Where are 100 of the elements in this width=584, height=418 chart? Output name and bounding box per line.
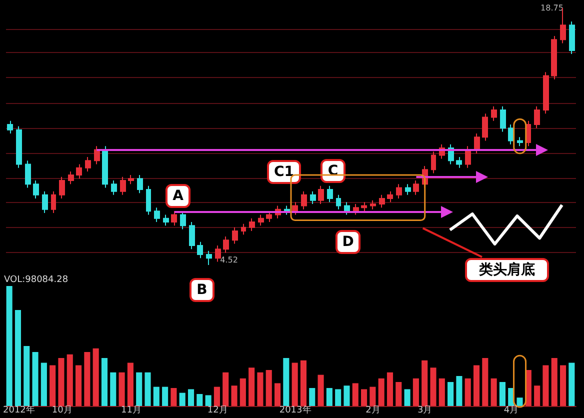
- bar: [430, 368, 436, 406]
- bar: [144, 372, 151, 406]
- candlestick: [7, 120, 13, 134]
- candlestick: [482, 113, 488, 142]
- candlestick: [16, 126, 22, 168]
- bar: [378, 378, 384, 406]
- bar: [456, 376, 462, 406]
- bar: [66, 354, 73, 406]
- candlestick: [413, 180, 419, 196]
- bar: [560, 365, 566, 406]
- annotation: 类头肩底: [478, 261, 535, 278]
- candlestick: [128, 174, 134, 185]
- bar: [396, 382, 402, 406]
- candlestick: [215, 244, 221, 262]
- candlestick: [102, 146, 108, 188]
- bar: [438, 378, 445, 406]
- bar: [283, 358, 290, 406]
- candlestick: [51, 190, 56, 214]
- candlestick: [353, 203, 359, 216]
- candlestick: [517, 136, 523, 147]
- annotation: C1: [274, 164, 294, 180]
- bar: [370, 386, 376, 406]
- bar: [170, 388, 177, 406]
- candlestick: [249, 218, 255, 232]
- bar: [32, 352, 38, 406]
- bar: [231, 386, 238, 406]
- candlestick: [534, 106, 540, 129]
- candlestick: [500, 106, 506, 132]
- bar: [205, 395, 212, 406]
- candlestick: [258, 214, 264, 226]
- bar: [179, 392, 186, 406]
- candlestick: [180, 210, 186, 230]
- annotation: B: [196, 282, 208, 298]
- candlestick: [431, 151, 436, 174]
- candlestick: [370, 200, 376, 210]
- x-tick-label: 11月: [120, 406, 142, 416]
- bar: [464, 378, 471, 406]
- candlestick: [85, 156, 91, 172]
- bar: [344, 386, 350, 406]
- bar: [490, 378, 497, 406]
- bar: [257, 372, 264, 406]
- candlestick: [396, 184, 402, 200]
- bar: [136, 372, 142, 406]
- bar: [76, 365, 82, 406]
- annotation: 18.75: [540, 4, 564, 12]
- bar: [92, 348, 99, 406]
- candlestick: [387, 190, 393, 203]
- bar: [50, 365, 56, 406]
- annotation: 4.52: [220, 256, 238, 264]
- bar: [153, 386, 160, 406]
- candlestick: [68, 170, 74, 185]
- candlestick: [310, 190, 316, 204]
- bar: [162, 386, 168, 406]
- bar: [568, 362, 575, 406]
- bar: [386, 372, 394, 406]
- bar: [300, 360, 307, 406]
- candlestick: [94, 146, 100, 165]
- bar: [352, 383, 358, 406]
- candlestick: [171, 210, 177, 226]
- bar: [318, 374, 324, 406]
- bar: [14, 310, 22, 406]
- candlestick: [292, 202, 298, 216]
- annotation: A: [172, 188, 184, 204]
- candlestick: [474, 133, 480, 154]
- candlestick: [543, 72, 549, 114]
- bar: [335, 389, 342, 406]
- candlestick: [206, 250, 212, 266]
- candlestick: [154, 207, 160, 223]
- bar: [196, 394, 203, 406]
- bar: [516, 398, 523, 406]
- candlestick: [163, 214, 169, 226]
- x-tick-label: 4月: [504, 406, 519, 416]
- bar: [188, 389, 194, 406]
- bar: [248, 368, 255, 406]
- candlestick: [344, 202, 350, 216]
- candlestick: [111, 180, 117, 196]
- candlestick: [336, 194, 341, 210]
- candlestick: [551, 35, 557, 80]
- x-tick-label: 3月: [417, 406, 432, 416]
- x-tick-label: 12月: [207, 406, 228, 416]
- bar: [274, 383, 281, 406]
- bar: [40, 362, 47, 406]
- x-tick-label: 10月: [52, 406, 72, 416]
- text: VOL:98084.28: [4, 275, 68, 285]
- bar: [127, 362, 134, 406]
- candlestick: [266, 210, 272, 223]
- candlestick: [379, 194, 385, 208]
- candlestick: [33, 180, 39, 200]
- bar: [412, 378, 419, 406]
- candlestick: [232, 226, 238, 244]
- candlestick: [327, 185, 333, 203]
- x-tick-label: 2月: [366, 406, 380, 416]
- candlestick: [189, 222, 195, 250]
- bar: [309, 388, 316, 406]
- bar: [404, 389, 410, 406]
- candlestick: [76, 164, 82, 180]
- annotation: D: [342, 234, 354, 250]
- bar: [473, 365, 480, 406]
- candlestick: [491, 106, 497, 122]
- candlestick: [405, 184, 411, 196]
